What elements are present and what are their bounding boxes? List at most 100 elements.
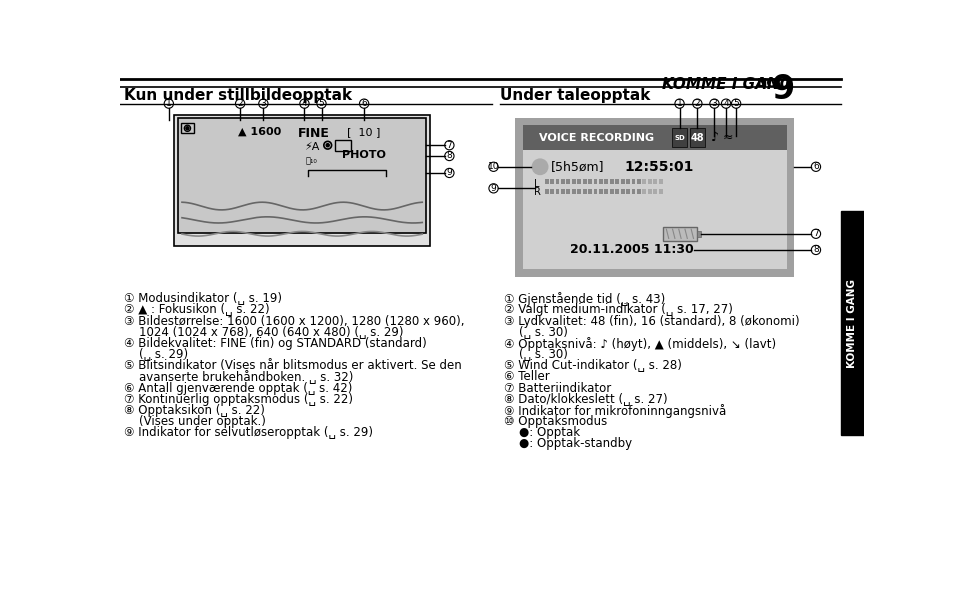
Text: 4: 4 xyxy=(301,99,307,108)
Text: VOICE RECORDING: VOICE RECORDING xyxy=(540,132,654,143)
Bar xyxy=(561,189,564,194)
Text: 1: 1 xyxy=(166,99,172,108)
Bar xyxy=(653,189,657,194)
Text: ⑦ Kontinuerlig opptaksmodus (␣ s. 22): ⑦ Kontinuerlig opptaksmodus (␣ s. 22) xyxy=(124,393,353,405)
Text: 3: 3 xyxy=(260,99,266,108)
Bar xyxy=(653,179,657,184)
Text: NO: NO xyxy=(757,76,778,90)
Bar xyxy=(588,189,592,194)
Text: avanserte brukehåndboken. ␣ s. 32): avanserte brukehåndboken. ␣ s. 32) xyxy=(124,370,353,384)
Text: ⌛₁₀: ⌛₁₀ xyxy=(305,156,318,165)
Bar xyxy=(659,179,662,184)
Bar xyxy=(636,189,641,194)
Text: ⑥ Antall gjenværende opptak (␣ s. 42): ⑥ Antall gjenværende opptak (␣ s. 42) xyxy=(124,382,352,395)
Text: 6: 6 xyxy=(361,99,367,108)
Bar xyxy=(550,179,554,184)
Text: ⑧ Dato/klokkeslett (␣ s. 27): ⑧ Dato/klokkeslett (␣ s. 27) xyxy=(504,393,667,405)
Circle shape xyxy=(186,127,189,130)
Text: ⑩ Opptaksmodus: ⑩ Opptaksmodus xyxy=(504,415,607,428)
Bar xyxy=(605,179,609,184)
Bar xyxy=(588,179,592,184)
Text: ③ Bildestørrelse: 1600 (1600 x 1200), 1280 (1280 x 960),: ③ Bildestørrelse: 1600 (1600 x 1200), 12… xyxy=(124,314,465,328)
Bar xyxy=(599,189,603,194)
Text: 1024 (1024 x 768), 640 (640 x 480) (␣ s. 29): 1024 (1024 x 768), 640 (640 x 480) (␣ s.… xyxy=(124,326,403,339)
Text: ▲ 1600: ▲ 1600 xyxy=(238,127,281,137)
Text: 9: 9 xyxy=(446,168,452,177)
Text: 6: 6 xyxy=(813,162,819,171)
Text: ② Valgt medium-indikator (␣ s. 17, 27): ② Valgt medium-indikator (␣ s. 17, 27) xyxy=(504,304,732,316)
Bar xyxy=(672,128,687,147)
Bar xyxy=(632,179,636,184)
Bar xyxy=(523,125,786,150)
Bar xyxy=(179,118,426,233)
Text: KOMME I GANG: KOMME I GANG xyxy=(848,279,857,368)
Text: ⑤ Wind Cut-indikator (␣ s. 28): ⑤ Wind Cut-indikator (␣ s. 28) xyxy=(504,359,682,372)
Text: ⑨ Indikator for selvutløseropptak (␣ s. 29): ⑨ Indikator for selvutløseropptak (␣ s. … xyxy=(124,426,372,439)
Bar xyxy=(523,125,786,269)
Circle shape xyxy=(326,144,329,147)
Bar xyxy=(335,140,351,151)
Text: 9: 9 xyxy=(491,184,496,193)
Bar xyxy=(621,179,625,184)
Bar xyxy=(626,179,630,184)
Text: ③ Lydkvalitet: 48 (fin), 16 (standard), 8 (økonomi): ③ Lydkvalitet: 48 (fin), 16 (standard), … xyxy=(504,314,800,328)
Text: 2: 2 xyxy=(237,99,243,108)
Text: ① Gjenstående tid (␣ s. 43): ① Gjenstående tid (␣ s. 43) xyxy=(504,293,665,307)
Bar xyxy=(566,189,570,194)
Text: ② ▲ : Fokusikon (␣ s. 22): ② ▲ : Fokusikon (␣ s. 22) xyxy=(124,304,270,316)
Bar xyxy=(662,227,697,241)
Bar xyxy=(615,189,619,194)
Bar xyxy=(550,189,554,194)
Text: 8: 8 xyxy=(446,152,452,160)
Text: (Vises under opptak.): (Vises under opptak.) xyxy=(124,415,266,428)
Bar xyxy=(648,179,652,184)
Text: ⑤ Blitsindikator (Vises når blitsmodus er aktivert. Se den: ⑤ Blitsindikator (Vises når blitsmodus e… xyxy=(124,359,462,372)
Text: 5: 5 xyxy=(319,99,324,108)
Bar xyxy=(561,179,564,184)
Text: ⑦ Batteriindikator: ⑦ Batteriindikator xyxy=(504,382,611,395)
Text: 1: 1 xyxy=(677,99,683,108)
Text: SD: SD xyxy=(674,135,684,140)
Bar xyxy=(610,189,613,194)
Bar xyxy=(583,179,587,184)
Bar xyxy=(583,189,587,194)
Text: KOMME I GANG: KOMME I GANG xyxy=(662,76,793,92)
Bar xyxy=(615,179,619,184)
Text: Kun under stillbildeopptak: Kun under stillbildeopptak xyxy=(124,88,352,103)
Text: L: L xyxy=(534,178,540,189)
Text: (␣ s. 29): (␣ s. 29) xyxy=(124,348,188,361)
Bar xyxy=(605,189,609,194)
Bar xyxy=(566,179,570,184)
Bar xyxy=(636,179,641,184)
Text: 20.11.2005 11:30: 20.11.2005 11:30 xyxy=(569,243,693,256)
Bar xyxy=(632,189,636,194)
Text: 12:55:01: 12:55:01 xyxy=(624,160,693,174)
Text: [5h5øm]: [5h5øm] xyxy=(550,160,604,173)
Text: ●: Opptak: ●: Opptak xyxy=(504,426,580,439)
Text: ① Modusindikator (␣ s. 19): ① Modusindikator (␣ s. 19) xyxy=(124,293,282,305)
Bar xyxy=(642,189,646,194)
Bar xyxy=(659,189,662,194)
Bar xyxy=(841,211,864,435)
Text: 7: 7 xyxy=(813,229,819,239)
Bar xyxy=(593,189,597,194)
Text: ⑨ Indikator for mikrofoninngangsnivå: ⑨ Indikator for mikrofoninngangsnivå xyxy=(504,404,726,418)
Bar xyxy=(648,189,652,194)
Bar xyxy=(556,179,560,184)
Text: ④ Opptaksnivå: ♪ (høyt), ▲ (middels), ↘ (lavt): ④ Opptaksnivå: ♪ (høyt), ▲ (middels), ↘ … xyxy=(504,337,776,351)
Text: ♪: ♪ xyxy=(711,131,719,144)
Text: ⑧ Opptaksikon (␣ s. 22): ⑧ Opptaksikon (␣ s. 22) xyxy=(124,404,265,417)
Text: 5: 5 xyxy=(733,99,739,108)
Bar xyxy=(610,179,613,184)
Bar xyxy=(621,189,625,194)
Text: 2: 2 xyxy=(695,99,700,108)
Text: 48: 48 xyxy=(690,132,705,143)
Bar xyxy=(556,189,560,194)
Text: 9: 9 xyxy=(771,73,794,106)
Text: ●: Opptak-standby: ●: Opptak-standby xyxy=(504,438,632,450)
Bar xyxy=(572,189,576,194)
Bar xyxy=(642,179,646,184)
Text: ⚡A: ⚡A xyxy=(304,142,320,152)
Text: 8: 8 xyxy=(813,245,819,254)
Bar xyxy=(175,115,430,246)
